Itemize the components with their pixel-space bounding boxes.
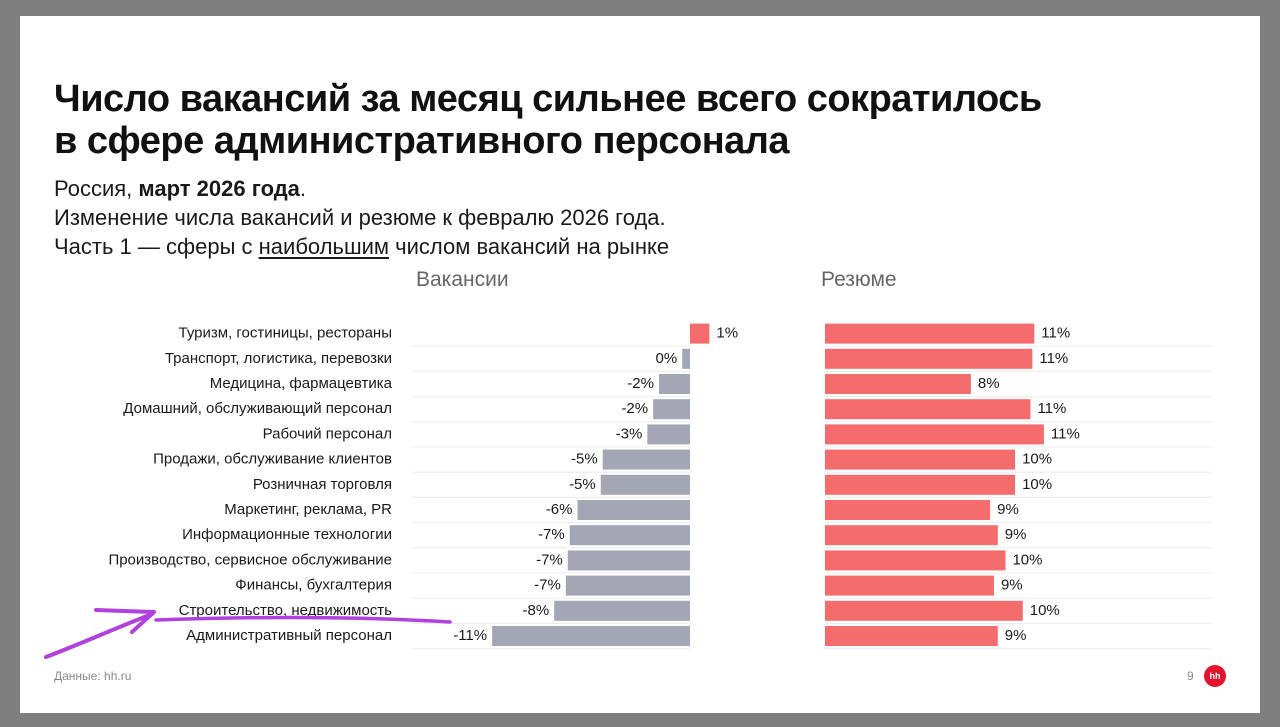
- vacancy-value-label: -2%: [621, 400, 648, 417]
- vacancies-panel-title: Вакансии: [416, 268, 509, 291]
- resume-value-label: 9%: [1005, 627, 1027, 644]
- category-label: Туризм, гостиницы, рестораны: [179, 325, 392, 342]
- resumes-panel-title: Резюме: [821, 268, 897, 291]
- vacancy-bar: [653, 399, 690, 420]
- vacancy-bar: [492, 626, 690, 646]
- resume-bar: [825, 474, 1016, 495]
- source-note: Данные: hh.ru: [54, 669, 132, 683]
- vacancy-bar: [569, 525, 690, 546]
- vacancy-bar: [647, 424, 690, 445]
- bar-chart: Туризм, гостиницы, рестораны 1% 11% Транспо…: [44, 323, 1212, 659]
- resume-value-label: 10%: [1022, 476, 1052, 493]
- resume-bar: [825, 424, 1044, 445]
- category-label: Транспорт, логистика, перевозки: [165, 350, 392, 367]
- subtitle-line-3-pre: Часть 1 — сферы с: [54, 234, 253, 259]
- resume-bar: [825, 600, 1023, 621]
- resume-value-label: 11%: [1051, 425, 1080, 442]
- vacancy-value-label: -7%: [534, 577, 561, 594]
- resume-bar: [825, 550, 1006, 571]
- vacancy-bar: [602, 449, 690, 470]
- hh-logo: hh: [1204, 665, 1226, 687]
- resume-bar: [825, 449, 1016, 470]
- resume-value-label: 9%: [997, 501, 1019, 518]
- resume-value-label: 10%: [1012, 551, 1042, 568]
- resume-value-label: 8%: [978, 375, 1000, 392]
- annotation-arrow-shaft: [44, 612, 154, 659]
- slide-title: Число вакансий за месяц сильнее всего со…: [54, 78, 1042, 162]
- annotation-arrow-head: [94, 608, 156, 634]
- resume-value-label: 10%: [1022, 451, 1052, 468]
- resume-bar: [825, 374, 971, 394]
- category-label: Домашний, обслуживающий персонал: [123, 400, 392, 417]
- annotation-underline: [154, 615, 452, 624]
- resume-bar: [825, 626, 998, 646]
- subtitle-line-2: Изменение числа вакансий и резюме к февр…: [54, 205, 666, 230]
- resume-value-label: 9%: [1005, 526, 1027, 543]
- vacancy-value-label: -8%: [523, 602, 550, 619]
- vacancy-bar: [682, 348, 690, 369]
- resume-bar: [825, 348, 1033, 369]
- vacancy-bar: [567, 550, 690, 571]
- subtitle-line-3: Часть 1 — сферы с наибольшим числом вака…: [54, 232, 669, 261]
- category-label: Розничная торговля: [253, 476, 392, 493]
- category-label: Продажи, обслуживание клиентов: [153, 451, 392, 468]
- category-label: Маркетинг, реклама, PR: [224, 501, 392, 518]
- category-label: Медицина, фармацевтика: [210, 375, 393, 392]
- subtitle-line-3-post: числом вакансий на рынке: [395, 234, 670, 259]
- subtitle-period: март 2026 года: [138, 176, 300, 201]
- title-line-2: в сфере административного персонала: [54, 120, 790, 162]
- vacancy-value-label: -7%: [536, 551, 563, 568]
- slide-subtitle: Россия, март 2026 года. Изменение числа …: [54, 174, 669, 261]
- vacancy-value-label: 0%: [656, 350, 678, 367]
- resume-bar: [825, 525, 998, 546]
- resume-value-label: 9%: [1001, 577, 1023, 594]
- resume-value-label: 11%: [1039, 350, 1068, 367]
- vacancy-value-label: -6%: [546, 501, 573, 518]
- vacancy-value-label: -3%: [616, 425, 643, 442]
- subtitle-emphasis: наибольшим: [258, 234, 390, 259]
- vacancy-value-label: 1%: [716, 325, 738, 342]
- vacancy-value-label: -2%: [627, 375, 654, 392]
- vacancy-value-label: -7%: [538, 526, 565, 543]
- resume-bar: [825, 575, 994, 596]
- vacancy-bar: [658, 374, 690, 394]
- resume-value-label: 11%: [1041, 325, 1070, 342]
- subtitle-region: Россия,: [54, 176, 133, 201]
- category-label: Административный персонал: [186, 627, 392, 644]
- resume-value-label: 11%: [1037, 400, 1066, 417]
- resume-value-label: 10%: [1030, 602, 1060, 619]
- resume-bar: [825, 500, 991, 520]
- category-label: Информационные технологии: [182, 526, 392, 543]
- vacancy-value-label: -5%: [571, 451, 598, 468]
- resume-bar: [825, 399, 1031, 420]
- category-label: Строительство, недвижимость: [179, 602, 393, 619]
- vacancy-bar: [577, 500, 690, 520]
- vacancy-bar: [565, 575, 690, 596]
- title-line-1: Число вакансий за месяц сильнее всего со…: [54, 78, 1042, 120]
- slide: Число вакансий за месяц сильнее всего со…: [20, 16, 1260, 713]
- page-number: 9: [1187, 669, 1194, 683]
- vacancy-bar: [600, 474, 690, 495]
- vacancy-bar: [554, 600, 690, 621]
- category-label: Производство, сервисное обслуживание: [108, 551, 392, 568]
- category-label: Финансы, бухгалтерия: [235, 577, 392, 594]
- vacancy-value-label: -5%: [569, 476, 596, 493]
- resume-bar: [825, 323, 1035, 344]
- subtitle-period-end: .: [299, 176, 307, 201]
- vacancy-value-label: -11%: [453, 627, 487, 644]
- category-label: Рабочий персонал: [263, 425, 392, 442]
- subtitle-line-1: Россия, март 2026 года.: [54, 174, 669, 203]
- vacancy-bar: [690, 323, 710, 344]
